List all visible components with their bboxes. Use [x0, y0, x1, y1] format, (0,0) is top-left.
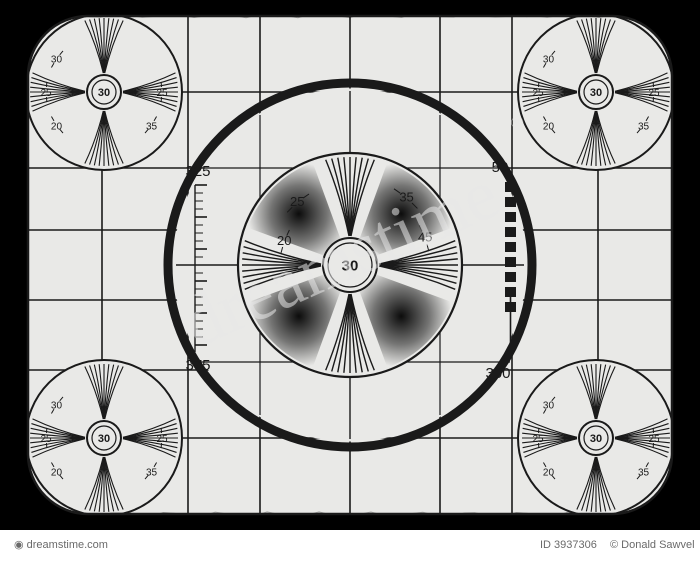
test-pattern-svg: 3253755030035452025302025303525302025303… — [0, 0, 700, 564]
svg-text:25: 25 — [532, 434, 544, 445]
svg-text:25: 25 — [156, 434, 168, 445]
svg-text:35: 35 — [146, 467, 158, 478]
svg-text:20: 20 — [543, 121, 555, 132]
svg-text:30: 30 — [98, 87, 110, 99]
svg-text:25: 25 — [532, 88, 544, 99]
svg-text:30: 30 — [590, 87, 602, 99]
corner-target-0: 20 25 30 35 25 30 — [26, 14, 182, 170]
svg-text:25: 25 — [156, 88, 168, 99]
svg-text:20: 20 — [543, 467, 555, 478]
svg-text:30: 30 — [543, 55, 555, 66]
svg-text:35: 35 — [638, 467, 650, 478]
scale-label-right_bot: 300 — [485, 365, 510, 382]
footer-copyright: © Donald Sawvel — [610, 539, 695, 551]
corner-target-2: 20 25 30 35 25 30 — [26, 360, 182, 516]
svg-text:25: 25 — [648, 88, 660, 99]
svg-text:25: 25 — [648, 434, 660, 445]
corner-target-1: 20 25 30 35 25 30 — [518, 14, 674, 170]
svg-text:20: 20 — [51, 467, 63, 478]
svg-text:30: 30 — [590, 433, 602, 445]
svg-text:35: 35 — [638, 121, 650, 132]
svg-text:35: 35 — [146, 121, 158, 132]
svg-text:25: 25 — [290, 194, 304, 209]
svg-text:25: 25 — [40, 434, 52, 445]
svg-text:30: 30 — [51, 55, 63, 66]
svg-text:25: 25 — [40, 88, 52, 99]
scale-label-left_top: 325 — [185, 163, 210, 180]
test-pattern-figure: 3253755030035452025302025303525302025303… — [0, 0, 700, 564]
svg-text:30: 30 — [98, 433, 110, 445]
svg-text:30: 30 — [543, 401, 555, 412]
svg-text:20: 20 — [51, 121, 63, 132]
footer-site: ◉ dreamstime.com — [14, 539, 108, 551]
corner-target-3: 20 25 30 35 25 30 — [518, 360, 674, 516]
footer-id: ID 3937306 — [540, 539, 597, 551]
svg-text:30: 30 — [51, 401, 63, 412]
scale-label-right_top: 50 — [492, 159, 509, 176]
